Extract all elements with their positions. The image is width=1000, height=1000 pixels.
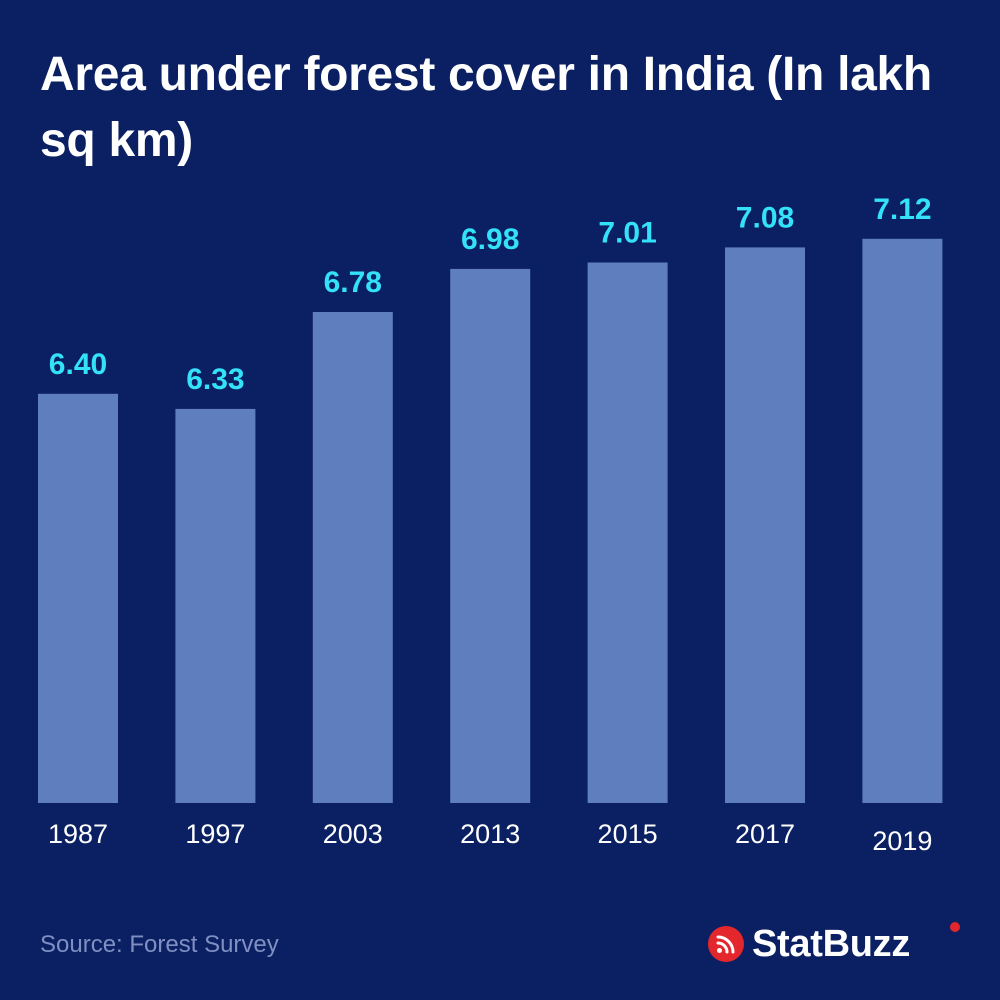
bar-2019 bbox=[862, 238, 943, 804]
value-label-2017: 7.08 bbox=[736, 201, 794, 234]
category-label-1997: 1997 bbox=[185, 819, 245, 849]
category-label-2019: 2019 bbox=[872, 826, 932, 856]
category-label-2015: 2015 bbox=[598, 819, 658, 849]
bar-2015 bbox=[587, 262, 668, 803]
category-label-2013: 2013 bbox=[460, 819, 520, 849]
brand-name: StatBuzz bbox=[752, 923, 911, 965]
value-label-2019: 7.12 bbox=[873, 193, 931, 226]
value-label-1997: 6.33 bbox=[186, 363, 244, 396]
bar-2017 bbox=[725, 247, 805, 803]
category-label-2017: 2017 bbox=[735, 819, 795, 849]
bar-1997 bbox=[175, 408, 256, 803]
source-note: Source: Forest Survey bbox=[40, 931, 279, 958]
category-label-1987: 1987 bbox=[48, 819, 108, 849]
category-label-2003: 2003 bbox=[323, 819, 383, 849]
bars-group bbox=[38, 238, 943, 804]
chart-title: Area under forest cover in India (In lak… bbox=[40, 48, 932, 167]
value-label-2003: 6.78 bbox=[324, 266, 382, 299]
value-label-1987: 6.40 bbox=[49, 348, 107, 381]
value-label-2015: 7.01 bbox=[598, 217, 656, 250]
category-labels-group: 1987 1997 2003 2013 2015 2017 2019 bbox=[48, 819, 932, 856]
rss-icon bbox=[708, 926, 744, 962]
bar-2013 bbox=[450, 268, 531, 803]
bar-1987 bbox=[38, 393, 118, 803]
brand-dot bbox=[950, 922, 960, 932]
bar-2003 bbox=[312, 312, 393, 803]
brand-logo: StatBuzz bbox=[708, 920, 968, 970]
value-label-2013: 6.98 bbox=[461, 223, 519, 256]
value-labels-group: 6.40 6.33 6.78 6.98 7.01 7.08 7.12 bbox=[49, 193, 932, 396]
